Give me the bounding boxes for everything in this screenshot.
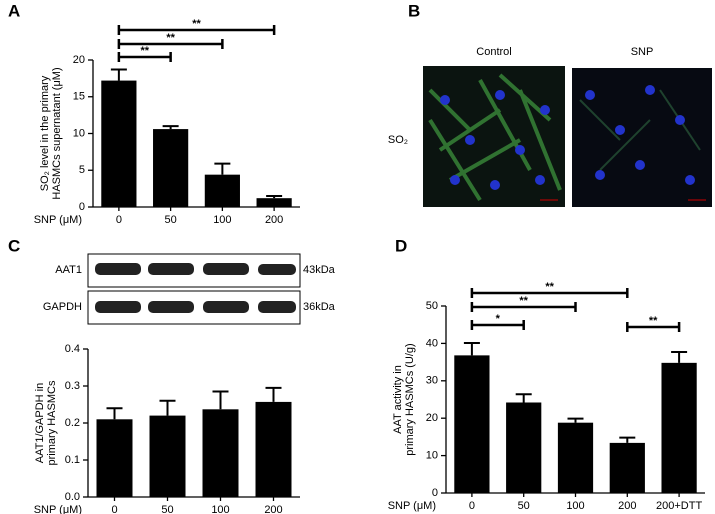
y-tick-label: 0	[432, 487, 438, 499]
panel-label: C	[8, 236, 20, 255]
x-tick-label: 50	[161, 504, 173, 514]
y-tick-label: 0.3	[65, 380, 80, 392]
significance-bracket	[117, 25, 276, 35]
band-size: 36kDa	[303, 301, 336, 313]
x-tick-label: 0	[469, 500, 475, 512]
y-tick-label: 0.4	[65, 343, 80, 355]
x-tick-label: 200+DTT	[656, 500, 702, 512]
bar	[557, 422, 594, 493]
error-bar	[212, 390, 229, 410]
y-tick-label: 20	[73, 54, 85, 66]
bar	[96, 419, 133, 497]
significance-label: *	[496, 313, 501, 325]
image-title: Control	[476, 46, 511, 58]
error-bar	[110, 68, 127, 81]
y-tick-label: 5	[79, 164, 85, 176]
bar	[454, 355, 490, 493]
error-bar	[619, 436, 636, 443]
x-tick-label: 0	[116, 214, 122, 226]
y-tick-label: 10	[426, 450, 438, 462]
error-bar	[463, 342, 480, 356]
micrograph-snp	[572, 68, 712, 207]
y-tick-label: 0.0	[65, 491, 80, 503]
bar	[101, 80, 137, 207]
error-bar	[265, 386, 282, 402]
image-title: SNP	[631, 46, 654, 58]
significance-bracket	[117, 39, 224, 49]
y-tick-label: 15	[73, 91, 85, 103]
error-bar	[162, 125, 179, 130]
band-size: 43kDa	[303, 264, 336, 276]
x-axis-label: SNP (μM)	[34, 504, 82, 514]
x-tick-label: 200	[618, 500, 636, 512]
significance-label: **	[192, 18, 201, 30]
error-bar	[671, 351, 688, 363]
y-tick-label: 50	[426, 300, 438, 312]
error-bar	[214, 162, 231, 175]
row-label: SO₂	[388, 134, 408, 146]
bar	[661, 362, 697, 493]
x-tick-label: 50	[518, 500, 530, 512]
bar	[153, 129, 189, 207]
y-axis-label: primary HASMCs (U/g)	[404, 343, 416, 455]
bar	[256, 198, 292, 207]
y-tick-label: 0.1	[65, 454, 80, 466]
x-tick-label: 200	[264, 504, 282, 514]
panel-label: B	[408, 1, 420, 20]
significance-bracket	[470, 288, 629, 298]
bar	[255, 401, 292, 497]
x-tick-label: 100	[211, 504, 229, 514]
bar	[506, 402, 542, 493]
significance-label: **	[649, 315, 658, 327]
x-tick-label: 200	[265, 214, 283, 226]
bar	[202, 409, 239, 497]
significance-label: **	[166, 32, 175, 44]
y-tick-label: 10	[73, 127, 85, 139]
x-tick-label: 100	[566, 500, 584, 512]
error-bar	[266, 194, 283, 199]
x-tick-label: 100	[213, 214, 231, 226]
western-blot	[87, 253, 301, 325]
bar	[609, 442, 645, 493]
significance-label: **	[140, 45, 149, 57]
y-axis-label: AAT activity in	[392, 365, 404, 434]
y-tick-label: 40	[426, 337, 438, 349]
panel-label: D	[395, 236, 407, 255]
significance-label: **	[545, 281, 554, 293]
x-axis-label: SNP (μM)	[388, 500, 436, 512]
error-bar	[567, 417, 584, 423]
x-tick-label: 50	[165, 214, 177, 226]
significance-bracket	[117, 52, 172, 62]
error-bar	[106, 407, 123, 420]
panel-label: A	[8, 1, 20, 20]
significance-label: **	[519, 295, 528, 307]
x-axis-label: SNP (μM)	[34, 214, 82, 226]
significance-bracket	[626, 322, 681, 332]
y-axis-label: primary HASMCs	[46, 380, 58, 465]
error-bar	[515, 393, 532, 403]
band-label: AAT1	[55, 264, 82, 276]
significance-bracket	[470, 320, 525, 330]
y-tick-label: 0.2	[65, 417, 80, 429]
bar	[204, 174, 240, 207]
band-label: GAPDH	[43, 301, 82, 313]
error-bar	[159, 399, 176, 416]
y-axis-label: HASMCs supernatant (μM)	[51, 67, 63, 199]
x-tick-label: 0	[111, 504, 117, 514]
micrograph-control	[423, 66, 565, 207]
y-tick-label: 30	[426, 375, 438, 387]
y-axis-label: SO₂ level in the primary	[39, 75, 51, 191]
y-tick-label: 20	[426, 412, 438, 424]
bar	[149, 415, 186, 497]
y-tick-label: 0	[79, 201, 85, 213]
significance-bracket	[470, 302, 577, 312]
y-axis-label: AAT1/GAPDH in	[34, 383, 46, 464]
